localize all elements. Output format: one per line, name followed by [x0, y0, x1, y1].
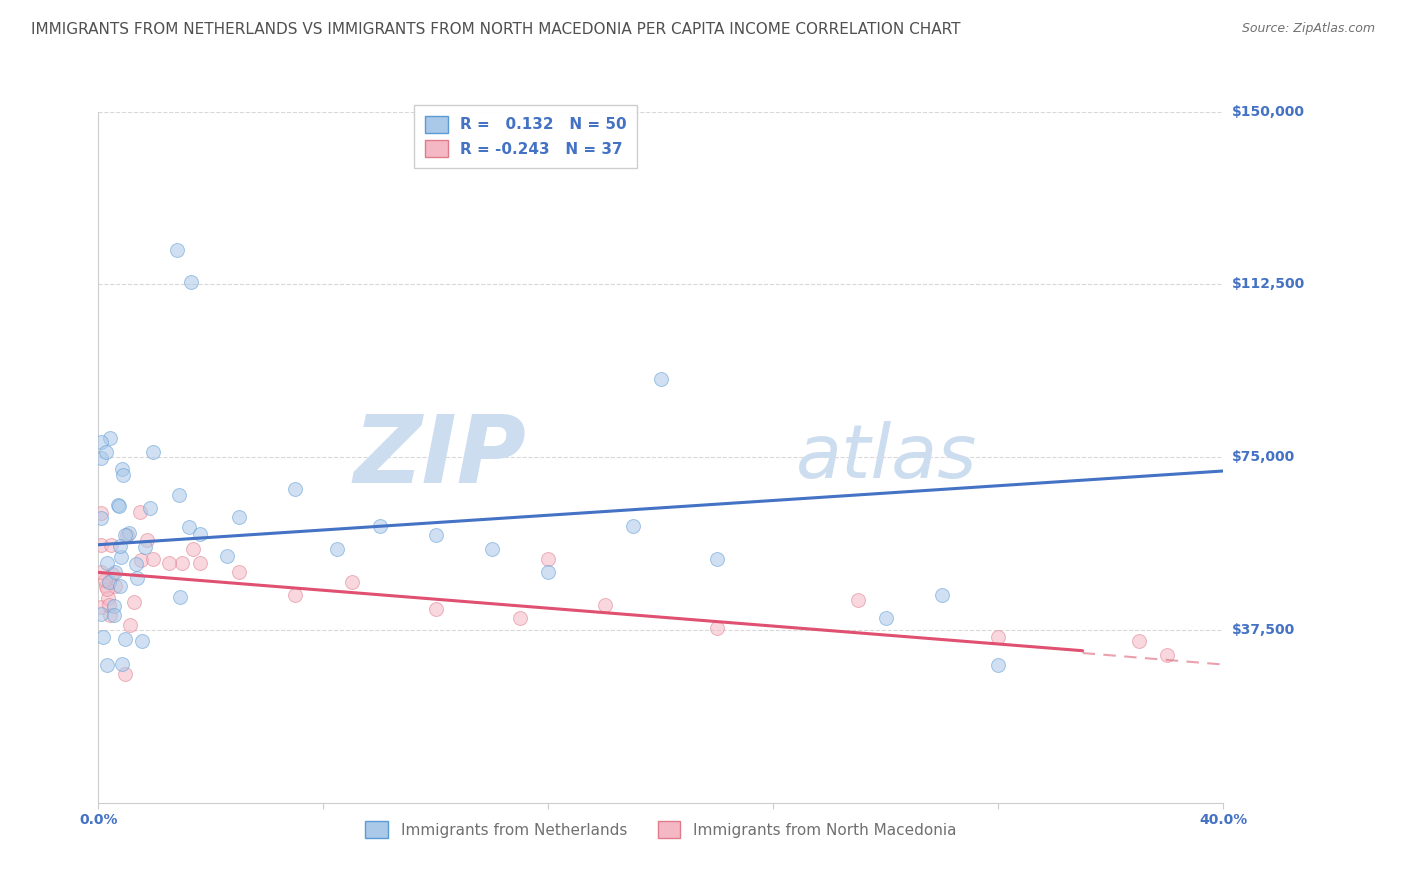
Point [875, 611, 897, 625]
Point [537, 551, 560, 566]
Point [169, 488, 191, 502]
Point [142, 445, 165, 459]
Point [100, 566, 122, 581]
Point [706, 621, 728, 635]
Text: $112,500: $112,500 [1232, 277, 1305, 292]
Point [90, 538, 112, 552]
Text: Source: ZipAtlas.com: Source: ZipAtlas.com [1241, 22, 1375, 36]
Point [166, 243, 188, 257]
Point [90, 435, 112, 450]
Point [177, 520, 200, 534]
Point [114, 528, 136, 542]
Point [114, 666, 136, 681]
Point [846, 593, 869, 607]
Point [425, 528, 447, 542]
Point [114, 632, 136, 646]
Point [180, 275, 202, 289]
Point [90, 566, 112, 580]
Point [621, 519, 644, 533]
Point [188, 527, 211, 541]
Point [90, 607, 112, 621]
Point [108, 578, 131, 592]
Point [134, 540, 156, 554]
Point [103, 608, 125, 623]
Point [169, 590, 191, 604]
Point [125, 570, 148, 584]
Point [107, 499, 129, 513]
Point [481, 542, 503, 557]
Point [97, 591, 120, 606]
Text: IMMIGRANTS FROM NETHERLANDS VS IMMIGRANTS FROM NORTH MACEDONIA PER CAPITA INCOME: IMMIGRANTS FROM NETHERLANDS VS IMMIGRANT… [31, 22, 960, 37]
Point [650, 372, 672, 386]
Point [537, 566, 560, 580]
Point [96, 657, 118, 672]
Point [125, 557, 148, 571]
Point [1128, 634, 1150, 648]
Point [1156, 648, 1178, 663]
Point [142, 552, 165, 566]
Point [94, 574, 117, 588]
Point [107, 498, 129, 512]
Point [98, 574, 121, 589]
Point [284, 589, 307, 603]
Point [112, 468, 135, 483]
Point [94, 579, 117, 593]
Point [110, 550, 132, 565]
Point [90, 506, 112, 520]
Point [118, 526, 141, 541]
Text: $75,000: $75,000 [1232, 450, 1295, 464]
Point [172, 556, 194, 570]
Point [425, 602, 447, 616]
Point [90, 511, 112, 525]
Point [340, 574, 363, 589]
Point [96, 444, 118, 458]
Point [931, 589, 953, 603]
Text: atlas: atlas [796, 421, 977, 493]
Point [104, 579, 127, 593]
Point [98, 432, 121, 446]
Point [129, 553, 152, 567]
Point [284, 483, 307, 497]
Point [228, 510, 250, 524]
Point [91, 630, 114, 644]
Point [103, 599, 125, 614]
Point [593, 598, 616, 612]
Point [129, 505, 152, 519]
Point [181, 542, 204, 557]
Point [100, 538, 122, 552]
Point [111, 462, 134, 476]
Point [90, 599, 112, 614]
Point [987, 630, 1010, 644]
Point [117, 528, 139, 542]
Point [509, 611, 531, 625]
Point [138, 501, 160, 516]
Point [110, 539, 132, 553]
Point [124, 595, 146, 609]
Legend: Immigrants from Netherlands, Immigrants from North Macedonia: Immigrants from Netherlands, Immigrants … [356, 812, 966, 847]
Point [326, 542, 349, 557]
Point [131, 633, 153, 648]
Point [120, 617, 142, 632]
Point [188, 557, 211, 571]
Point [98, 598, 121, 612]
Point [706, 551, 728, 566]
Point [217, 549, 239, 564]
Text: $37,500: $37,500 [1232, 623, 1295, 637]
Point [228, 566, 250, 580]
Point [111, 657, 134, 671]
Point [100, 608, 122, 623]
Point [136, 533, 159, 547]
Text: ZIP: ZIP [353, 411, 526, 503]
Point [96, 556, 118, 570]
Point [157, 557, 180, 571]
Point [368, 519, 391, 533]
Text: $150,000: $150,000 [1232, 104, 1305, 119]
Point [987, 657, 1010, 672]
Point [104, 565, 127, 579]
Point [90, 450, 112, 465]
Point [96, 582, 118, 596]
